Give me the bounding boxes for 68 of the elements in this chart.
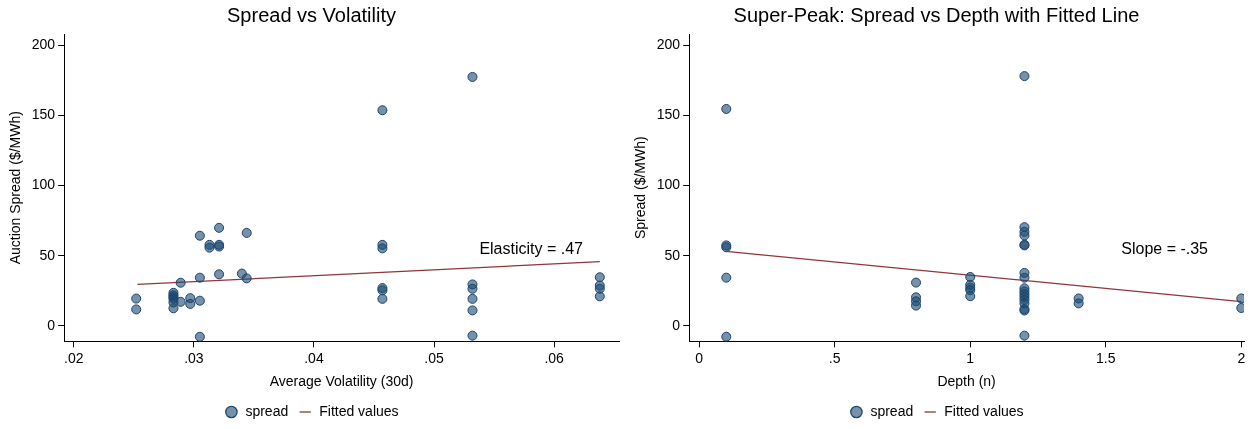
x-tick-label: .04	[304, 349, 324, 366]
annotation: Slope = -.35	[1121, 239, 1209, 257]
point	[194, 295, 205, 306]
point	[131, 304, 142, 315]
x-tick-label: .06	[544, 349, 565, 366]
x-tick-label: 1	[966, 349, 975, 366]
y-tick-label: 0	[672, 316, 681, 333]
point	[1019, 272, 1030, 283]
point	[721, 331, 732, 342]
point	[168, 303, 179, 314]
point	[241, 227, 252, 238]
chart-title: Spread vs Volatility	[227, 3, 396, 26]
point	[185, 298, 196, 309]
point	[241, 273, 252, 284]
point	[594, 272, 605, 283]
x-tick-label: .5	[828, 349, 841, 366]
point	[1019, 230, 1030, 241]
point	[467, 283, 478, 294]
point	[965, 271, 976, 282]
x-tick-label: .02	[64, 349, 84, 366]
point	[594, 291, 605, 302]
chart-title: Super-Peak: Spread vs Depth with Fitted Line	[733, 3, 1140, 26]
point	[214, 269, 225, 280]
point	[1019, 330, 1030, 341]
y-tick-label: 100	[31, 176, 56, 193]
point	[965, 291, 976, 302]
point	[1073, 298, 1084, 309]
point	[175, 277, 186, 288]
point	[911, 300, 922, 311]
point	[377, 243, 388, 254]
y-tick-label: 50	[39, 246, 56, 263]
point	[131, 293, 142, 304]
x-axis-title: Depth (n)	[937, 373, 996, 390]
y-tick-label: 0	[47, 316, 56, 333]
x-tick-label: .05	[424, 349, 444, 366]
legend-label: spread	[245, 402, 289, 419]
point	[911, 277, 922, 288]
legend-label: Fitted values	[319, 402, 399, 419]
point	[194, 272, 205, 283]
point	[1019, 71, 1030, 82]
y-tick-label: 50	[664, 246, 681, 263]
legend-label: Fitted values	[944, 402, 1024, 419]
point	[467, 71, 478, 82]
point	[467, 330, 478, 341]
x-tick-label: 0	[695, 349, 704, 366]
y-tick-label: 150	[31, 106, 56, 123]
annotation: Elasticity = .47	[479, 239, 584, 257]
x-axis-title: Average Volatility (30d)	[269, 373, 414, 390]
y-axis-title: Spread ($/MWh)	[632, 136, 649, 240]
point	[721, 272, 732, 283]
point	[467, 305, 478, 316]
x-tick-label: 1.5	[1096, 349, 1116, 366]
y-tick-label: 200	[656, 36, 681, 53]
y-tick-label: 200	[31, 36, 56, 53]
point	[194, 230, 205, 241]
point	[194, 331, 205, 342]
y-axis-title: Auction Spread ($/MWh)	[7, 111, 24, 265]
legend-label: spread	[870, 402, 914, 419]
point	[721, 103, 732, 114]
point	[467, 293, 478, 304]
point	[377, 105, 388, 116]
point	[175, 296, 186, 307]
x-tick-label: .03	[184, 349, 204, 366]
point	[377, 293, 388, 304]
point	[214, 222, 225, 233]
x-tick-label: 2	[1237, 349, 1246, 366]
y-tick-label: 100	[656, 176, 681, 193]
y-tick-label: 150	[656, 106, 681, 123]
